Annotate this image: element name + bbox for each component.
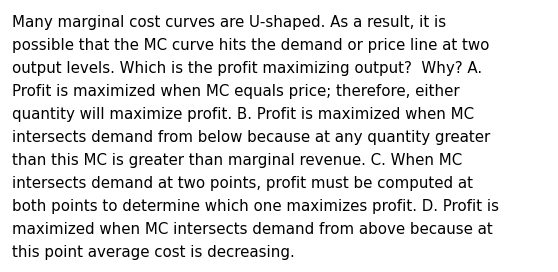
Text: Many marginal cost curves are U-shaped. As a result, it is: Many marginal cost curves are U-shaped. … [12, 15, 446, 30]
Text: than this MC is greater than marginal revenue. C. When MC: than this MC is greater than marginal re… [12, 153, 463, 168]
Text: intersects demand at two points, profit must be computed at: intersects demand at two points, profit … [12, 176, 473, 191]
Text: quantity will maximize profit. B. Profit is maximized when MC: quantity will maximize profit. B. Profit… [12, 107, 474, 122]
Text: Profit is maximized when MC equals price; therefore, either: Profit is maximized when MC equals price… [12, 84, 460, 99]
Text: both points to determine which one maximizes profit. D. Profit is: both points to determine which one maxim… [12, 199, 499, 214]
Text: intersects demand from below because at any quantity greater: intersects demand from below because at … [12, 130, 490, 145]
Text: maximized when MC intersects demand from above because at: maximized when MC intersects demand from… [12, 222, 493, 237]
Text: output levels. Which is the profit maximizing output?  Why? A.: output levels. Which is the profit maxim… [12, 61, 483, 76]
Text: this point average cost is decreasing.: this point average cost is decreasing. [12, 245, 295, 260]
Text: possible that the MC curve hits the demand or price line at two: possible that the MC curve hits the dema… [12, 38, 490, 53]
